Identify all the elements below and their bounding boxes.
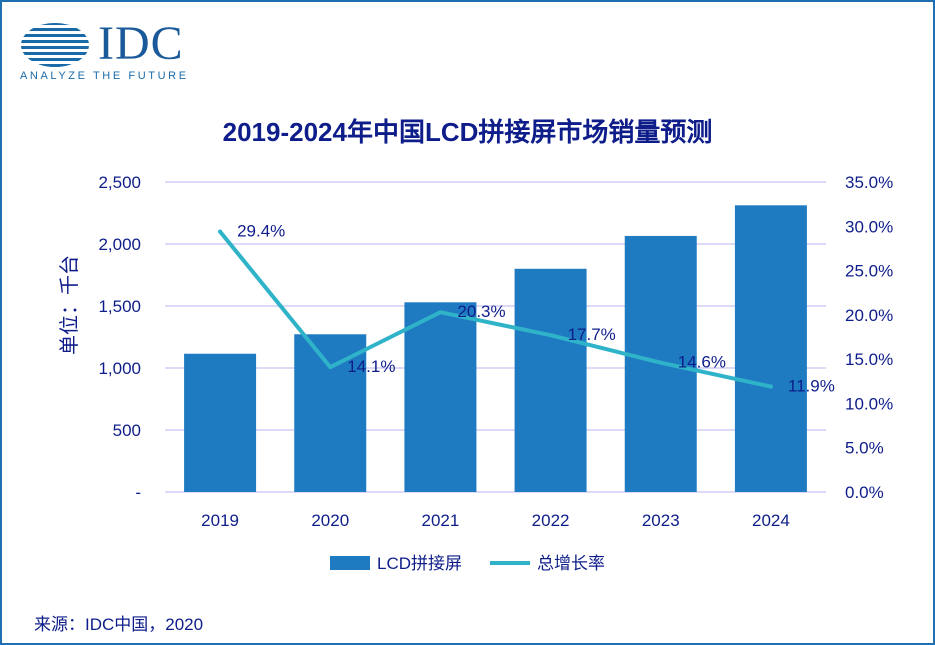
line-series — [218, 229, 773, 389]
y-left-tick-label: 2,500 — [98, 173, 141, 192]
growth-rate-label: 29.4% — [237, 222, 285, 241]
legend: LCD拼接屏 总增长率 — [330, 554, 605, 573]
growth-rate-point — [768, 384, 773, 389]
growth-rate-label: 17.7% — [568, 325, 616, 344]
x-tick-label: 2023 — [642, 511, 680, 530]
x-tick-label: 2021 — [422, 511, 460, 530]
idc-logo: IDC ANALYZE THE FUTURE — [18, 18, 218, 88]
logo-tagline: ANALYZE THE FUTURE — [20, 70, 189, 82]
y-right-tick-label: 35.0% — [845, 173, 893, 192]
growth-rate-label: 14.6% — [678, 353, 726, 372]
chart-title: 2019-2024年中国LCD拼接屏市场销量预测 — [222, 117, 713, 147]
bar-2019 — [184, 353, 257, 492]
legend-swatch-bar — [330, 556, 370, 570]
data-labels: 29.4% 14.1% 20.3% 17.7% 14.6% 11.9% — [237, 222, 835, 396]
y-right-tick-label: 30.0% — [845, 217, 893, 236]
bar-series — [184, 205, 807, 492]
source-note: 来源：IDC中国，2020 — [34, 615, 204, 634]
y-right-tick-label: 15.0% — [845, 350, 893, 369]
globe-icon — [21, 23, 89, 67]
y-left-tick-label: 2,000 — [98, 235, 141, 254]
logo-brand: IDC — [98, 17, 184, 70]
y-right-tick-label: 10.0% — [845, 394, 893, 413]
x-tick-label: 2019 — [201, 511, 239, 530]
y-right-tick-label: 20.0% — [845, 306, 893, 325]
y-left-tick-label: 500 — [113, 421, 141, 440]
legend-label-line: 总增长率 — [537, 554, 605, 573]
y-left-tick-label: - — [135, 483, 141, 502]
growth-rate-label: 14.1% — [347, 357, 395, 376]
y-right-tick-label: 5.0% — [845, 439, 884, 458]
growth-rate-point — [218, 229, 223, 234]
growth-rate-point — [438, 310, 443, 315]
growth-rate-point — [328, 365, 333, 370]
y-left-tick-label: 1,000 — [98, 359, 141, 378]
bar-2021 — [404, 302, 477, 492]
growth-rate-point — [548, 333, 553, 338]
legend-label-bar: LCD拼接屏 — [377, 554, 462, 573]
y-right-tick-label: 25.0% — [845, 262, 893, 281]
growth-rate-label: 20.3% — [457, 302, 505, 321]
y-left-tick-label: 1,500 — [98, 297, 141, 316]
growth-rate-line — [218, 229, 773, 389]
axes: - 500 1,000 1,500 2,000 2,500 0.0% 5.0% 10.0% 15.… — [58, 173, 893, 530]
y-right-tick-label: 0.0% — [845, 483, 884, 502]
growth-rate-point — [658, 360, 663, 365]
x-tick-label: 2024 — [752, 511, 790, 530]
x-tick-label: 2020 — [311, 511, 349, 530]
bar-2020 — [294, 334, 367, 492]
growth-rate-label: 11.9% — [788, 377, 835, 396]
gridlines — [165, 181, 826, 493]
bar-2022 — [514, 268, 587, 492]
x-tick-label: 2022 — [532, 511, 570, 530]
y-axis-title: 单位：千台 — [58, 255, 81, 355]
bar-2024 — [734, 205, 807, 492]
